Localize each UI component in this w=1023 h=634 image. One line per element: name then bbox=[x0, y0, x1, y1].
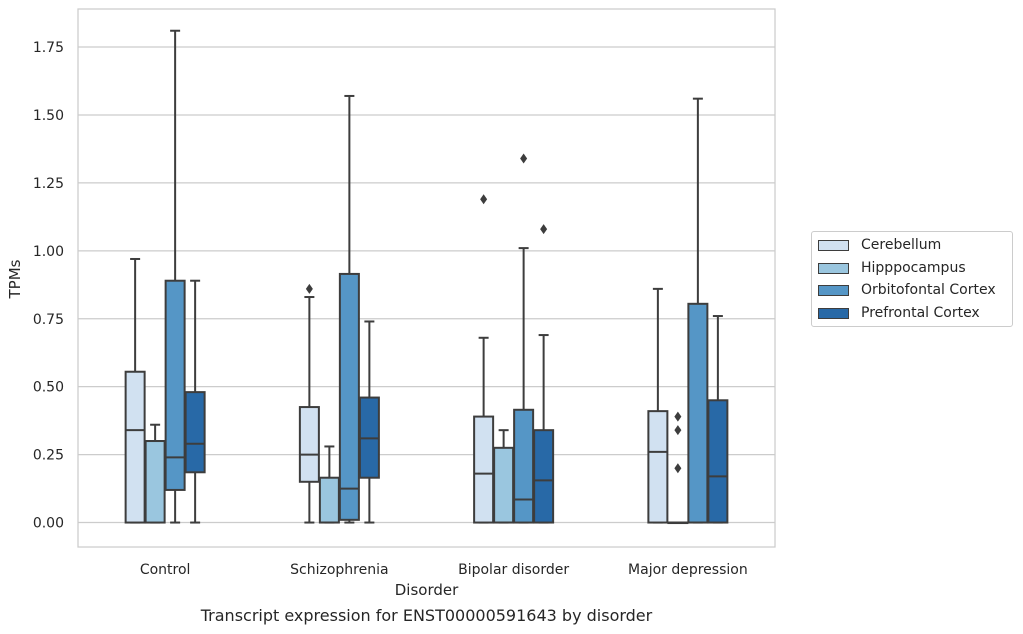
legend-label: Prefrontal Cortex bbox=[861, 305, 980, 321]
box bbox=[318, 476, 340, 524]
x-tick-label: Schizophrenia bbox=[290, 562, 388, 578]
y-tick-label: 1.75 bbox=[33, 40, 64, 56]
box-group bbox=[338, 94, 360, 524]
box-group bbox=[473, 194, 495, 524]
box-group bbox=[124, 257, 146, 524]
box-group bbox=[184, 279, 206, 524]
boxes bbox=[124, 29, 729, 525]
y-tick-labels: 0.00 0.25 0.50 0.75 1.00 1.25 1.50 1.75 bbox=[33, 40, 64, 532]
legend-swatch bbox=[818, 262, 849, 274]
box bbox=[533, 429, 555, 524]
outlier-point bbox=[520, 153, 528, 164]
y-tick-label: 0.00 bbox=[33, 516, 64, 532]
box-group bbox=[298, 283, 320, 524]
x-tick-labels: Control Schizophrenia Bipolar disorder Majo… bbox=[140, 562, 748, 578]
x-axis-label: Disorder bbox=[395, 581, 459, 599]
legend-label: Cerebellum bbox=[861, 237, 942, 253]
box-group bbox=[687, 97, 709, 524]
box-group bbox=[318, 445, 340, 524]
legend-item-prefrontal-cortex: Prefrontal Cortex bbox=[818, 303, 980, 323]
outlier-point bbox=[480, 194, 488, 205]
box bbox=[647, 410, 669, 524]
legend: Cerebellum Hipppocampus Orbitofontal Cor… bbox=[811, 231, 1013, 327]
box-group bbox=[513, 153, 535, 524]
legend-label: Hipppocampus bbox=[861, 260, 966, 276]
box-group bbox=[493, 429, 515, 524]
box bbox=[164, 279, 186, 491]
y-tick-label: 0.75 bbox=[33, 312, 64, 328]
legend-swatch bbox=[818, 307, 849, 319]
outlier-point bbox=[674, 425, 682, 436]
legend-item-orbitofrontal-cortex: Orbitofontal Cortex bbox=[818, 280, 996, 300]
y-tick-label: 0.50 bbox=[33, 380, 64, 396]
box-group bbox=[533, 224, 555, 524]
box-group bbox=[164, 29, 186, 524]
box-group bbox=[358, 320, 380, 524]
legend-label: Orbitofontal Cortex bbox=[861, 282, 996, 298]
legend-item-cerebellum: Cerebellum bbox=[818, 235, 941, 255]
box bbox=[124, 370, 146, 524]
outlier-point bbox=[674, 463, 682, 474]
y-tick-label: 0.25 bbox=[33, 448, 64, 464]
box bbox=[184, 391, 206, 474]
box-group bbox=[667, 411, 689, 525]
x-tick-label: Control bbox=[140, 562, 191, 578]
y-tick-label: 1.25 bbox=[33, 176, 64, 192]
x-tick-label: Major depression bbox=[628, 562, 748, 578]
box-group bbox=[647, 287, 669, 524]
legend-item-hippocampus: Hipppocampus bbox=[818, 258, 966, 278]
box bbox=[707, 399, 729, 524]
outlier-point bbox=[540, 224, 548, 235]
x-tick-label: Bipolar disorder bbox=[458, 562, 569, 578]
outlier-point bbox=[305, 283, 313, 294]
box bbox=[298, 406, 320, 483]
box bbox=[687, 302, 709, 524]
plot-frame bbox=[77, 8, 776, 548]
outlier-point bbox=[674, 411, 682, 422]
y-axis-label: TPMs bbox=[6, 259, 24, 299]
chart-caption: Transcript expression for ENST0000059164… bbox=[200, 606, 653, 625]
box-group bbox=[707, 315, 729, 524]
legend-swatch bbox=[818, 284, 849, 296]
y-tick-label: 1.00 bbox=[33, 244, 64, 260]
box bbox=[493, 446, 515, 524]
box bbox=[513, 408, 535, 524]
legend-swatch bbox=[818, 239, 849, 251]
box-group bbox=[144, 423, 166, 524]
box bbox=[144, 440, 166, 524]
y-tick-label: 1.50 bbox=[33, 108, 64, 124]
box bbox=[338, 272, 360, 521]
box bbox=[473, 415, 495, 524]
